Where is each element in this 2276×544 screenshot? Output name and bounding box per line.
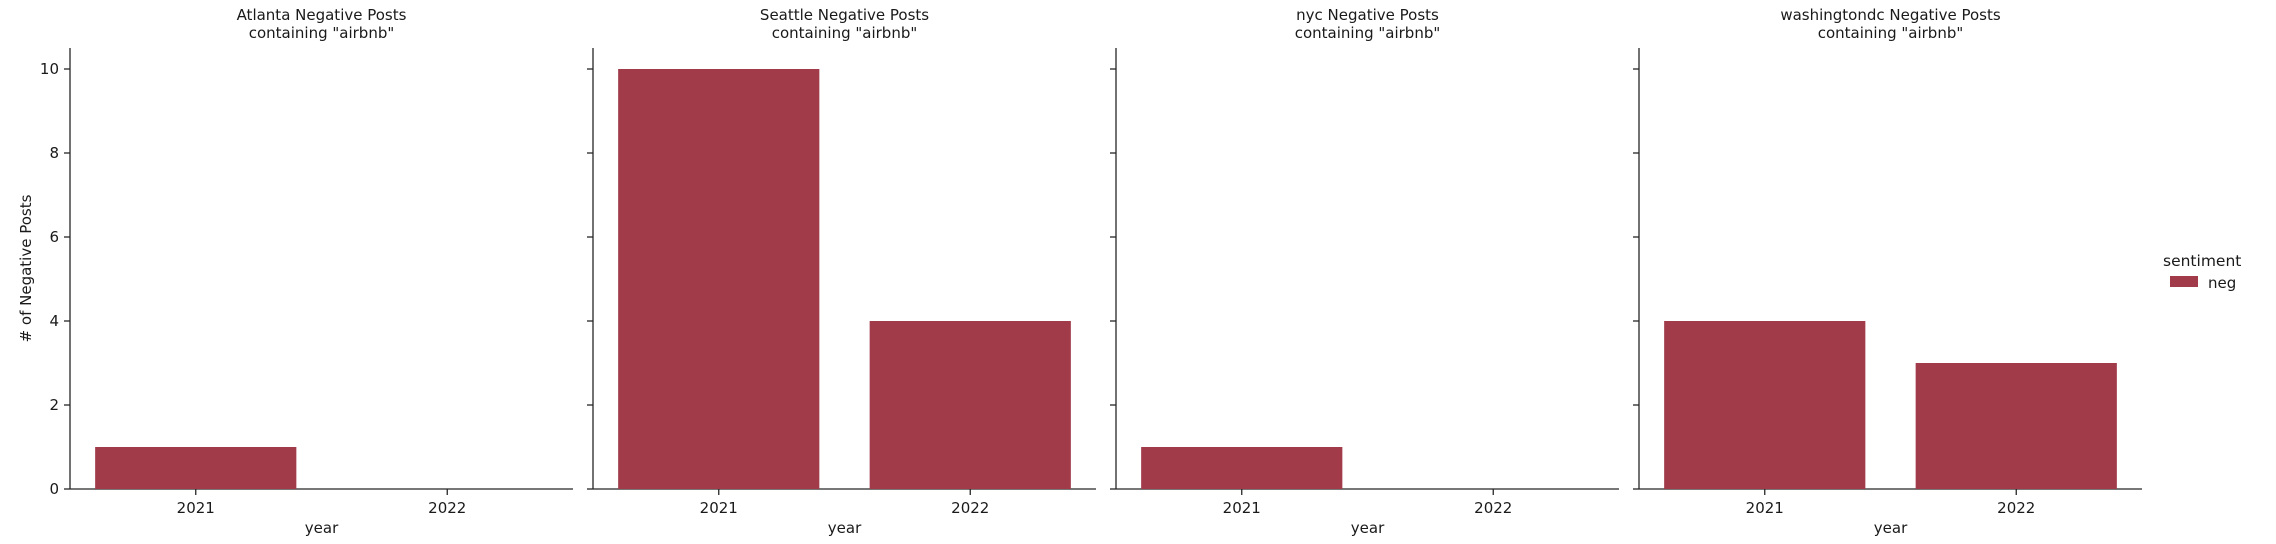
panel-title-line: containing "airbnb" [249,24,395,42]
panel-title: Atlanta Negative Posts containing "airbnb… [237,6,407,42]
bar-2021 [1664,321,1866,489]
x-axis-label: year [1351,519,1385,537]
bar-2021 [95,447,297,489]
bar-2021 [1141,447,1343,489]
y-tick-label: 2 [49,396,59,414]
bar-2022 [869,321,1071,489]
bar-2021 [618,69,820,489]
y-tick-label: 6 [49,228,59,246]
panel-2: nyc Negative Posts containing "airbnb" 202… [1110,6,1619,537]
panel-title-line: Seattle Negative Posts [760,6,929,24]
legend-title: sentiment [2163,252,2241,270]
x-axis-label: year [1874,519,1908,537]
y-tick-label: 8 [49,144,59,162]
y-axis-label: # of Negative Posts [17,194,35,342]
x-tick-label: 2021 [700,499,738,517]
panel-0: Atlanta Negative Posts containing "airbnb… [17,6,573,537]
panel-title-line: washingtondc Negative Posts [1780,6,2001,24]
x-tick-label: 2022 [951,499,989,517]
legend-label-neg: neg [2208,274,2236,292]
x-axis-label: year [305,519,339,537]
x-tick-label: 2021 [1746,499,1784,517]
x-tick-label: 2022 [428,499,466,517]
panel-title: Seattle Negative Posts containing "airbnb… [760,6,929,42]
x-tick-label: 2022 [1474,499,1512,517]
x-tick-label: 2021 [177,499,215,517]
y-tick-label: 4 [49,312,59,330]
y-tick-label: 0 [49,480,59,498]
panel-1: Seattle Negative Posts containing "airbnb… [587,6,1096,537]
legend-swatch-neg [2170,276,2198,287]
panel-title-line: containing "airbnb" [1295,24,1441,42]
panel-title-line: containing "airbnb" [1818,24,1964,42]
panel-3: washingtondc Negative Posts containing "a… [1633,6,2142,537]
bar-2022 [1915,363,2117,489]
legend: sentiment neg [2163,252,2241,292]
panel-title-line: nyc Negative Posts [1296,6,1439,24]
x-tick-label: 2022 [1997,499,2035,517]
chart-panels: Atlanta Negative Posts containing "airbnb… [17,6,2142,537]
x-tick-label: 2021 [1223,499,1261,517]
panel-title: washingtondc Negative Posts containing "a… [1780,6,2001,42]
y-tick-label: 10 [40,60,59,78]
panel-title-line: Atlanta Negative Posts [237,6,407,24]
x-axis-label: year [828,519,862,537]
panel-title: nyc Negative Posts containing "airbnb" [1295,6,1441,42]
panel-title-line: containing "airbnb" [772,24,918,42]
